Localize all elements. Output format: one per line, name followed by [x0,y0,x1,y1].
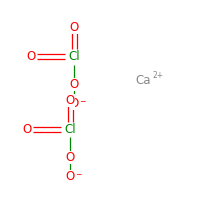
Text: O: O [66,170,75,183]
Text: O: O [22,123,32,136]
Text: −: − [79,97,85,106]
Text: O: O [70,21,79,34]
Text: O: O [70,97,79,110]
Text: −: − [75,170,81,179]
Text: O: O [66,94,75,106]
Text: Cl: Cl [65,123,76,136]
Text: 2+: 2+ [152,71,163,80]
Text: O: O [66,151,75,164]
Text: Ca: Ca [136,74,151,87]
Text: O: O [26,50,36,63]
Text: Cl: Cl [69,50,80,63]
Text: O: O [70,78,79,91]
